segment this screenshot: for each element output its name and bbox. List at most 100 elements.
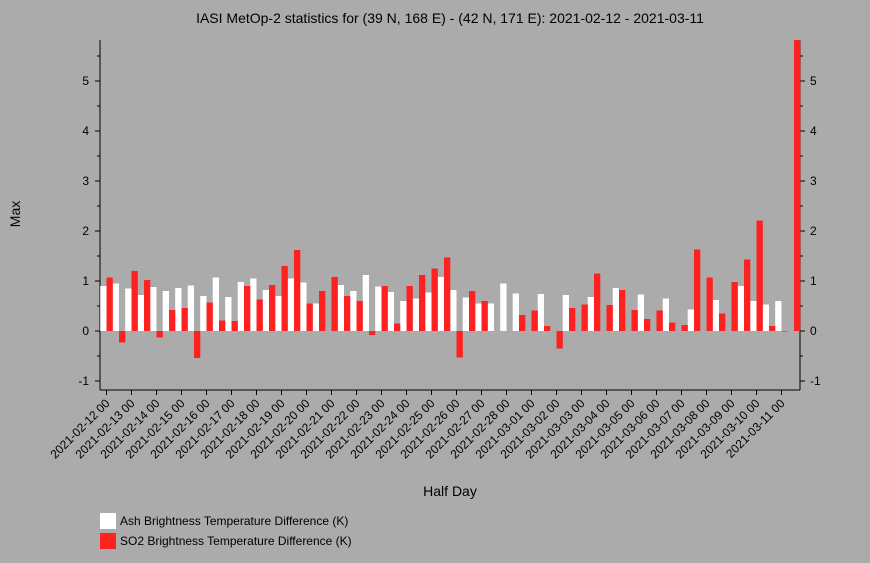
y-tick-label-right: 3 bbox=[810, 174, 817, 188]
y-tick-label-left: 5 bbox=[82, 74, 89, 88]
ash-bar bbox=[462, 297, 469, 331]
so2-bar bbox=[531, 310, 538, 331]
ash-bar bbox=[587, 297, 594, 331]
y-tick-label-right: 0 bbox=[810, 324, 817, 338]
so2-bar bbox=[719, 313, 726, 331]
ash-bar bbox=[237, 282, 244, 331]
ash-bar bbox=[637, 294, 644, 331]
so2-bar bbox=[744, 259, 751, 331]
ash-bar bbox=[412, 298, 419, 331]
ash-bar bbox=[162, 291, 169, 331]
ash-bar bbox=[125, 288, 132, 331]
ash-bar bbox=[187, 285, 194, 331]
so2-bar bbox=[456, 331, 463, 358]
y-axis-title: Max bbox=[7, 201, 23, 227]
so2-bar bbox=[731, 282, 738, 331]
ash-bar bbox=[250, 278, 257, 331]
ash-bar bbox=[562, 295, 569, 331]
ash-bar bbox=[387, 292, 394, 331]
x-axis-title: Half Day bbox=[423, 483, 477, 499]
so2-bar bbox=[319, 291, 326, 331]
y-tick-label-left: 0 bbox=[82, 324, 89, 338]
legend-item-ash: Ash Brightness Temperature Difference (K… bbox=[100, 511, 352, 531]
so2-bar bbox=[681, 325, 688, 331]
so2-bar bbox=[606, 305, 613, 331]
legend-label-ash: Ash Brightness Temperature Difference (K… bbox=[120, 514, 349, 528]
so2-bar bbox=[706, 277, 713, 331]
so2-bar bbox=[219, 320, 226, 331]
ash-bar bbox=[512, 293, 519, 331]
so2-bar bbox=[369, 331, 376, 335]
so2-bar bbox=[269, 285, 276, 331]
so2-bar bbox=[794, 40, 801, 331]
ash-bar bbox=[262, 290, 269, 331]
ash-bar bbox=[362, 275, 369, 331]
so2-bar bbox=[669, 322, 676, 331]
so2-bar bbox=[544, 326, 551, 331]
so2-bar bbox=[119, 331, 126, 343]
so2-bar bbox=[244, 286, 251, 331]
ash-bar bbox=[612, 288, 619, 331]
legend-item-so2: SO2 Brightness Temperature Difference (K… bbox=[100, 531, 352, 551]
so2-bar bbox=[694, 249, 701, 331]
ash-bar bbox=[450, 290, 457, 331]
so2-bar bbox=[469, 291, 476, 331]
so2-bar bbox=[181, 308, 188, 331]
ash-bar bbox=[150, 287, 157, 331]
ash-bar bbox=[112, 283, 119, 331]
ash-bar bbox=[487, 303, 494, 331]
legend-swatch-so2 bbox=[100, 533, 116, 549]
ash-bar bbox=[175, 288, 182, 331]
so2-bar bbox=[481, 301, 488, 331]
ash-bar bbox=[275, 296, 282, 331]
ash-bar bbox=[350, 291, 357, 331]
ash-bar bbox=[375, 286, 382, 331]
ash-bar bbox=[762, 304, 769, 331]
y-tick-label-left: 1 bbox=[82, 274, 89, 288]
y-tick-label-right: 2 bbox=[810, 224, 817, 238]
so2-bar bbox=[381, 286, 388, 331]
y-tick-label-right: 1 bbox=[810, 274, 817, 288]
so2-bar bbox=[169, 310, 176, 331]
ash-bar bbox=[100, 286, 107, 331]
so2-bar bbox=[619, 290, 626, 331]
so2-bar bbox=[294, 250, 301, 331]
ash-bar bbox=[537, 294, 544, 331]
so2-bar bbox=[331, 277, 338, 331]
y-tick-label-left: -1 bbox=[78, 374, 89, 388]
so2-bar bbox=[444, 257, 451, 331]
ash-bar bbox=[687, 309, 694, 331]
ash-bar bbox=[137, 295, 144, 331]
so2-bar bbox=[769, 326, 776, 331]
ash-bar bbox=[312, 303, 319, 331]
so2-bar bbox=[144, 280, 151, 331]
so2-bar bbox=[419, 275, 426, 331]
legend: Ash Brightness Temperature Difference (K… bbox=[100, 511, 352, 551]
legend-label-so2: SO2 Brightness Temperature Difference (K… bbox=[120, 534, 352, 548]
y-tick-label-left: 4 bbox=[82, 124, 89, 138]
y-tick-label-right: -1 bbox=[810, 374, 821, 388]
ash-bar bbox=[337, 285, 344, 331]
so2-bar bbox=[394, 323, 401, 331]
so2-bar bbox=[131, 271, 138, 331]
ash-bar bbox=[287, 278, 294, 331]
so2-bar bbox=[194, 331, 201, 358]
so2-bar bbox=[569, 308, 576, 331]
ash-bar bbox=[712, 300, 719, 331]
ash-bar bbox=[662, 298, 669, 331]
ash-bar bbox=[437, 277, 444, 331]
ash-bar bbox=[500, 283, 507, 331]
so2-bar bbox=[581, 304, 588, 331]
ash-bar bbox=[737, 286, 744, 331]
so2-bar bbox=[631, 310, 638, 331]
so2-bar bbox=[406, 286, 413, 331]
so2-bar bbox=[781, 331, 788, 332]
so2-bar bbox=[356, 301, 363, 331]
so2-bar bbox=[431, 268, 438, 331]
so2-bar bbox=[756, 220, 763, 331]
ash-bar bbox=[425, 292, 432, 331]
so2-bar bbox=[256, 299, 263, 331]
ash-bar bbox=[750, 301, 757, 331]
